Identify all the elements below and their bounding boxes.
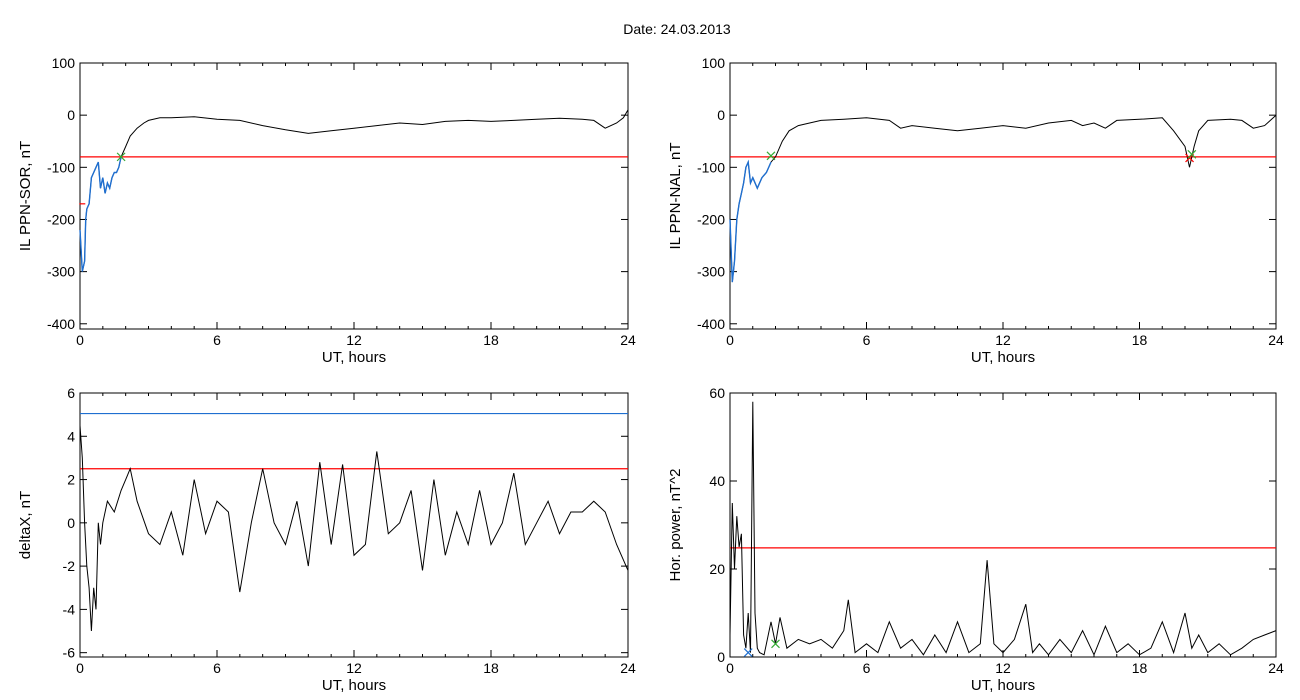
x-tick-label: 12 [995, 332, 1011, 348]
y-tick-label: -400 [47, 316, 75, 332]
y-tick-label: 60 [709, 385, 725, 401]
plot-frame [729, 392, 1277, 658]
plot-frame [729, 62, 1277, 330]
plot-frame [79, 392, 629, 658]
y-tick-label: 0 [67, 107, 75, 123]
x-tick-label: 0 [726, 332, 734, 348]
data-series-line [729, 114, 1277, 283]
x-tick-label: 24 [1268, 332, 1284, 348]
y-tick-label: -200 [47, 211, 75, 227]
y-tick-label: 0 [67, 515, 75, 531]
x-tick-label: 24 [1268, 660, 1284, 676]
x-tick-label: 6 [863, 332, 871, 348]
y-tick-label: -400 [697, 316, 725, 332]
marker-green [1187, 149, 1197, 159]
x-tick-label: 0 [726, 660, 734, 676]
x-tick-label: 24 [620, 332, 636, 348]
y-tick-label: -6 [63, 645, 76, 661]
plot-p2: 0 6 12 18 24 100 0 -100 -200 -300 -400 UT, hours IL … [667, 55, 1284, 366]
x-tick-label: 0 [76, 332, 84, 348]
date-label: Date: 24.03.2013 [623, 21, 731, 37]
y-axis-label: IL PPN-NAL, nT [667, 143, 684, 250]
data-series-highlight [79, 156, 122, 272]
plot-frame [79, 62, 629, 330]
y-tick-label: -100 [697, 159, 725, 175]
y-tick-label: 4 [67, 428, 75, 444]
marker-blue [743, 648, 753, 658]
x-tick-label: 6 [213, 332, 221, 348]
x-tick-label: 6 [213, 660, 221, 676]
y-tick-label: -100 [47, 159, 75, 175]
y-tick-label: 100 [52, 55, 76, 71]
y-tick-label: 40 [709, 473, 725, 489]
x-tick-label: 18 [1132, 660, 1148, 676]
x-tick-label: 18 [1132, 332, 1148, 348]
data-series-line [79, 425, 629, 632]
x-tick-label: 0 [76, 660, 84, 676]
y-tick-label: 2 [67, 472, 75, 488]
x-tick-label: 24 [620, 660, 636, 676]
y-axis-label: deltaX, nT [17, 491, 34, 559]
y-tick-label: -2 [63, 558, 76, 574]
x-tick-label: 18 [483, 332, 499, 348]
data-series-line [729, 401, 1277, 657]
x-tick-label: 12 [346, 660, 362, 676]
x-tick-label: 18 [483, 660, 499, 676]
x-axis-label: UT, hours [322, 349, 386, 366]
plot-p1: 0 6 12 18 24 100 0 -100 -200 -300 -400 UT, hours IL … [17, 55, 636, 366]
y-tick-label: 6 [67, 385, 75, 401]
data-series-line [79, 109, 629, 272]
y-tick-label: -300 [697, 264, 725, 280]
x-axis-label: UT, hours [971, 677, 1035, 694]
x-axis-label: UT, hours [971, 349, 1035, 366]
y-tick-label: 0 [717, 649, 725, 665]
y-axis-label: Hor. power, nT^2 [667, 469, 684, 582]
marker-green [771, 639, 780, 649]
x-tick-label: 12 [346, 332, 362, 348]
x-tick-label: 6 [863, 660, 871, 676]
marker-green [116, 152, 126, 162]
y-tick-label: -300 [47, 264, 75, 280]
y-tick-label: 0 [717, 107, 725, 123]
y-tick-label: -4 [63, 601, 76, 617]
y-tick-label: -200 [697, 211, 725, 227]
y-tick-label: 20 [709, 561, 725, 577]
x-axis-label: UT, hours [322, 677, 386, 694]
y-tick-label: 100 [702, 55, 726, 71]
plot-p4: 0 6 12 18 24 60 40 20 0 UT, hours Hor. power, nT^2 [667, 385, 1284, 694]
x-tick-label: 12 [995, 660, 1011, 676]
y-axis-label: IL PPN-SOR, nT [17, 141, 34, 251]
data-series-highlight [729, 159, 772, 283]
plot-p3: 0 6 12 18 24 6 4 2 0 -2 -4 -6 UT, hours deltaX, nT [17, 385, 636, 694]
marker-green [766, 151, 776, 161]
